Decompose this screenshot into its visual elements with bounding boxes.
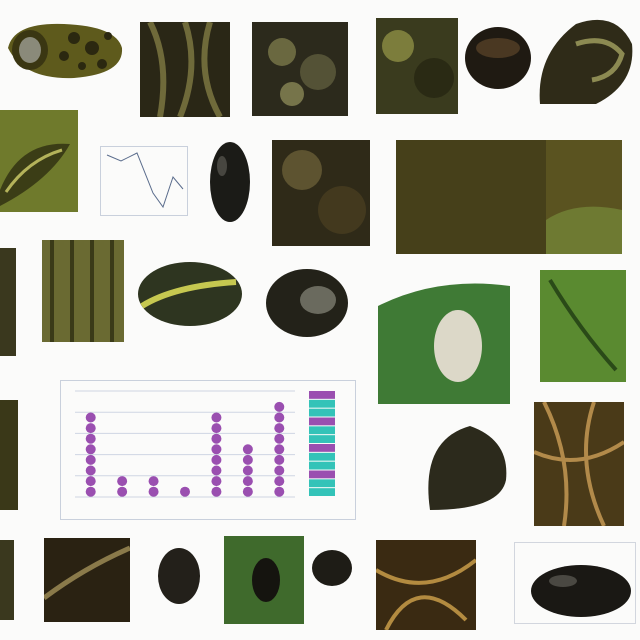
textured-shell-icon xyxy=(8,23,123,79)
edge-specimen xyxy=(0,400,18,510)
data-point xyxy=(85,433,96,444)
color-strip-cell xyxy=(309,488,335,496)
data-point xyxy=(85,465,96,476)
small-seed-specimen xyxy=(310,548,354,588)
dark-bean-icon xyxy=(210,142,250,222)
fuzzy-cone-specimen xyxy=(420,420,510,516)
data-point xyxy=(117,486,128,497)
mossy-texture-photo xyxy=(252,22,348,116)
dark-bean-specimen xyxy=(208,142,252,230)
twig-photo xyxy=(44,538,130,622)
data-point xyxy=(85,486,96,497)
data-point xyxy=(211,454,222,465)
data-point xyxy=(274,465,285,476)
data-point xyxy=(85,444,96,455)
small-line-plot xyxy=(100,146,188,216)
fern-texture-photo xyxy=(540,270,626,382)
edge-specimen xyxy=(0,540,14,620)
striped-bark-photo xyxy=(42,240,124,342)
data-point xyxy=(274,476,285,487)
dark-seed-specimen xyxy=(156,546,202,606)
color-strip-cell xyxy=(309,452,335,461)
color-strip-cell xyxy=(309,435,335,443)
scaled-skin-photo xyxy=(396,140,622,254)
data-point xyxy=(274,454,285,465)
specimen-frame xyxy=(514,542,636,624)
lichen-photo xyxy=(376,18,458,114)
data-point xyxy=(211,433,222,444)
data-point xyxy=(117,476,128,487)
curled-leaf-specimen xyxy=(536,14,636,108)
seed-pod-specimen xyxy=(264,266,350,340)
data-point xyxy=(211,423,222,434)
green-leaf-closeup xyxy=(378,276,510,404)
root-tangle-photo xyxy=(534,402,624,526)
color-strip-cell xyxy=(309,391,335,399)
data-point xyxy=(85,412,96,423)
data-point xyxy=(242,476,253,487)
color-strip-cell xyxy=(309,470,335,479)
data-point xyxy=(211,476,222,487)
color-strip-cell xyxy=(309,426,335,435)
round-seed-specimen xyxy=(462,22,534,92)
rough-bark-photo xyxy=(140,22,230,117)
data-point xyxy=(211,465,222,476)
chart-frame xyxy=(60,380,356,520)
chart-svg xyxy=(75,390,335,498)
root-network-photo xyxy=(376,540,476,630)
data-point xyxy=(274,433,285,444)
data-point xyxy=(85,454,96,465)
edge-specimen xyxy=(0,248,16,356)
data-point xyxy=(242,486,253,497)
data-point xyxy=(211,412,222,423)
leaf-specimen-photo xyxy=(0,110,78,212)
data-point xyxy=(242,454,253,465)
data-point xyxy=(180,486,190,497)
color-strip-cell xyxy=(309,461,335,470)
data-point xyxy=(274,486,285,497)
data-point xyxy=(148,486,159,497)
leaf-specimen-icon xyxy=(0,143,70,206)
oval-leaf-specimen xyxy=(134,258,244,332)
data-point xyxy=(274,412,285,423)
color-strip-cell xyxy=(309,408,335,417)
round-seed-icon xyxy=(465,27,531,89)
color-strip-cell xyxy=(309,479,335,488)
data-point xyxy=(85,476,96,487)
data-point xyxy=(211,444,222,455)
color-strip-cell xyxy=(309,399,335,408)
data-point xyxy=(274,401,285,412)
textured-shell-specimen xyxy=(4,18,126,82)
data-point xyxy=(274,423,285,434)
data-point xyxy=(274,444,285,455)
data-point xyxy=(242,465,253,476)
color-strip-cell xyxy=(309,417,335,426)
leaf-with-seed-photo xyxy=(224,536,304,624)
data-point xyxy=(85,423,96,434)
root-tangle-icon xyxy=(534,402,624,526)
dense-foliage-photo xyxy=(272,140,370,246)
color-strip-cell xyxy=(309,444,335,452)
data-point xyxy=(242,444,253,455)
data-point xyxy=(211,486,222,497)
data-point xyxy=(148,476,159,487)
